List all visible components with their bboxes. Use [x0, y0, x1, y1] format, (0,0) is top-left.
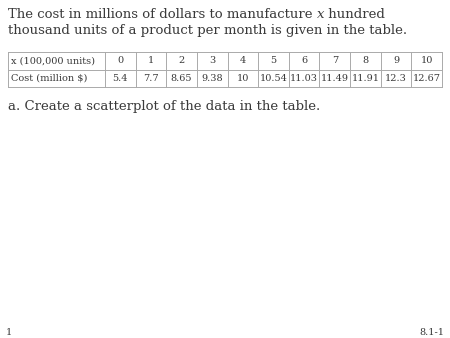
Text: 4: 4 — [240, 56, 246, 65]
Text: 9.38: 9.38 — [202, 74, 223, 83]
Text: 8.65: 8.65 — [171, 74, 192, 83]
Text: 12.67: 12.67 — [413, 74, 441, 83]
Text: a. Create a scatterplot of the data in the table.: a. Create a scatterplot of the data in t… — [8, 100, 320, 113]
Text: 7: 7 — [332, 56, 338, 65]
Text: 9: 9 — [393, 56, 399, 65]
Text: 10: 10 — [420, 56, 433, 65]
Text: 3: 3 — [209, 56, 216, 65]
Text: Cost (million $): Cost (million $) — [11, 74, 87, 83]
Text: 5.4: 5.4 — [112, 74, 128, 83]
Text: 12.3: 12.3 — [385, 74, 407, 83]
Text: 11.91: 11.91 — [351, 74, 379, 83]
Text: 1: 1 — [6, 328, 12, 337]
Text: 1: 1 — [148, 56, 154, 65]
Text: 6: 6 — [301, 56, 307, 65]
Text: 8.1-1: 8.1-1 — [419, 328, 444, 337]
Text: 5: 5 — [270, 56, 277, 65]
Text: 7.7: 7.7 — [143, 74, 159, 83]
Text: 11.03: 11.03 — [290, 74, 318, 83]
Text: 2: 2 — [179, 56, 184, 65]
Text: 8: 8 — [362, 56, 369, 65]
Text: x: x — [317, 8, 324, 21]
Text: 10.54: 10.54 — [260, 74, 288, 83]
Text: thousand units of a product per month is given in the table.: thousand units of a product per month is… — [8, 24, 407, 37]
Text: 11.49: 11.49 — [321, 74, 349, 83]
Text: The cost in millions of dollars to manufacture: The cost in millions of dollars to manuf… — [8, 8, 317, 21]
Text: 10: 10 — [237, 74, 249, 83]
Text: x (100,000 units): x (100,000 units) — [11, 56, 95, 65]
Text: 0: 0 — [117, 56, 123, 65]
Text: hundred: hundred — [324, 8, 385, 21]
